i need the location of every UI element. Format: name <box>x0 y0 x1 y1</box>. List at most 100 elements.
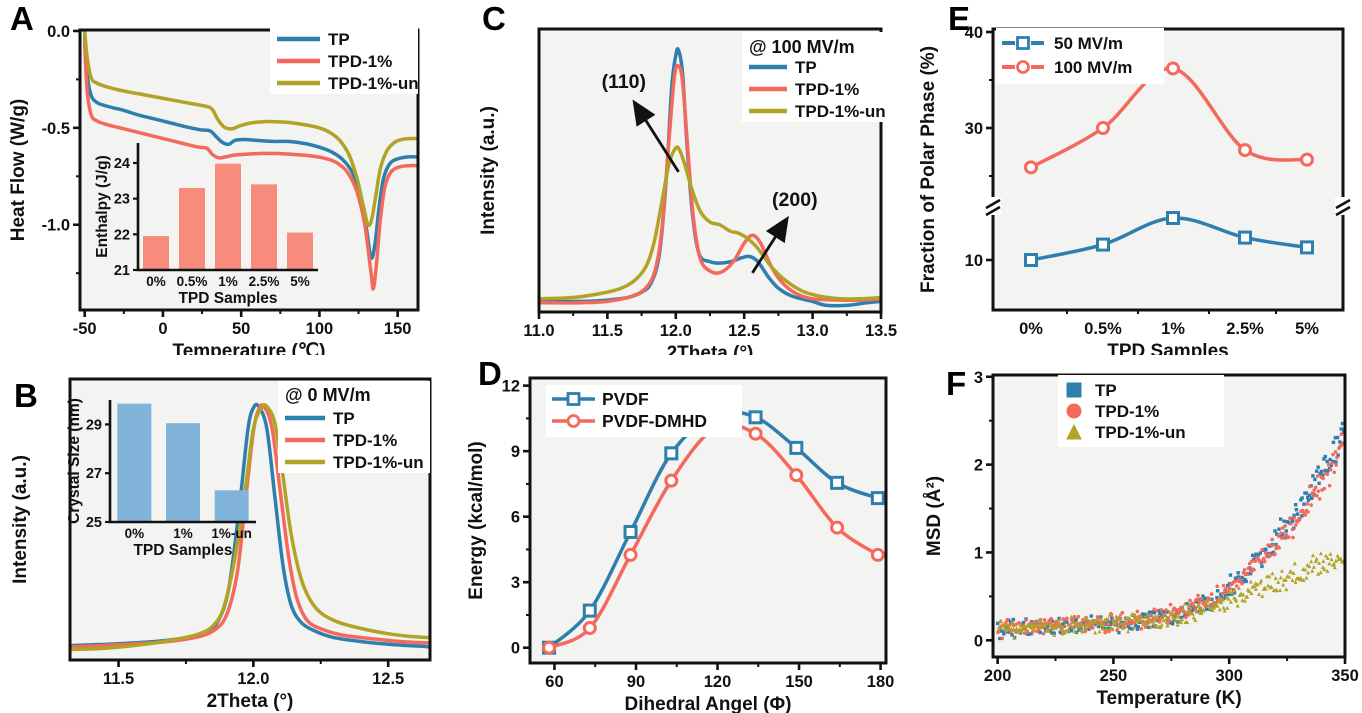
svg-text:2Theta (°): 2Theta (°) <box>667 343 754 355</box>
svg-text:12: 12 <box>502 378 520 396</box>
legend: @ 100 MV/mTP TPD-1% TPD-1%-un <box>742 32 888 122</box>
panel-d-chart: 60 90 120 150 180 0 3 6 9 12 Dihedral Angel (Φ) Ene… <box>466 376 895 713</box>
svg-text:(110): (110) <box>602 71 646 93</box>
svg-text:Heat Flow (W/g): Heat Flow (W/g) <box>8 99 29 241</box>
svg-text:11.5: 11.5 <box>103 670 134 688</box>
svg-text:1%-un: 1%-un <box>211 526 252 541</box>
svg-text:200: 200 <box>984 667 1012 685</box>
svg-text:40: 40 <box>965 24 983 42</box>
svg-text:Energy (kcal/mol): Energy (kcal/mol) <box>466 441 487 599</box>
panel-b: B 11.5 12.0 12.5 2Theta (°) Intensity (a.u.)… <box>0 355 454 713</box>
svg-text:100: 100 <box>306 320 334 338</box>
svg-text:60: 60 <box>545 673 563 691</box>
svg-text:3: 3 <box>974 369 983 387</box>
svg-text:23: 23 <box>114 192 130 208</box>
legend: TP TPD-1% TPD-1%-un <box>270 26 419 94</box>
svg-text:TPD-1%-un: TPD-1%-un <box>1095 423 1186 442</box>
svg-text:1%: 1% <box>173 526 193 541</box>
svg-text:11.0: 11.0 <box>523 322 554 340</box>
svg-text:0.5%: 0.5% <box>177 274 208 289</box>
panel-b-label: B <box>14 377 38 414</box>
svg-text:@ 0 MV/m: @ 0 MV/m <box>285 385 371 405</box>
svg-text:250: 250 <box>1100 667 1128 685</box>
svg-text:180: 180 <box>867 673 895 691</box>
svg-text:TPD Samples: TPD Samples <box>1107 341 1228 355</box>
svg-text:1: 1 <box>974 544 983 562</box>
svg-text:TPD-1%: TPD-1% <box>333 431 397 450</box>
svg-text:29: 29 <box>86 417 102 433</box>
svg-text:1%: 1% <box>1161 320 1185 338</box>
svg-text:Intensity (a.u.): Intensity (a.u.) <box>10 455 31 584</box>
panel-c-label: C <box>482 0 506 37</box>
panel-d-label: D <box>478 355 502 392</box>
svg-text:Enthalpy (J/g): Enthalpy (J/g) <box>94 155 111 257</box>
svg-text:Temperature (K): Temperature (K) <box>1096 688 1241 709</box>
panel-a-chart: -50 0 50 100 150 0.0 -0.5 -1.0 Temperature (℃) He… <box>8 23 420 355</box>
svg-text:5%: 5% <box>290 274 310 289</box>
panel-e-label: E <box>948 0 971 37</box>
svg-text:Crystal Size (nm): Crystal Size (nm) <box>66 398 83 524</box>
svg-text:TPD-1%: TPD-1% <box>328 52 392 71</box>
svg-text:2.5%: 2.5% <box>1226 320 1264 338</box>
svg-text:90: 90 <box>627 673 645 691</box>
svg-text:11.5: 11.5 <box>592 322 623 340</box>
svg-text:12.5: 12.5 <box>372 670 404 688</box>
series-group <box>82 30 419 291</box>
panel-c-chart: 11.0 11.5 12.0 12.5 13.0 13.5 2Theta (°) Intens… <box>478 27 897 355</box>
series-group <box>1024 61 1314 267</box>
svg-text:13.5: 13.5 <box>865 322 897 340</box>
panel-a-label: A <box>10 0 34 37</box>
panel-e: E 0% 0.5% 1% 2.5% 5% 10 30 40 TPD Samples Fractio… <box>910 0 1362 355</box>
svg-text:6: 6 <box>511 509 520 527</box>
svg-text:TPD-1%-un: TPD-1%-un <box>328 74 419 93</box>
panel-e-chart: 0% 0.5% 1% 2.5% 5% 10 30 40 TPD Samples Fraction … <box>918 24 1351 355</box>
svg-text:0: 0 <box>158 320 167 338</box>
svg-text:0.0: 0.0 <box>47 23 70 41</box>
svg-text:TP: TP <box>328 30 350 49</box>
svg-text:0%: 0% <box>1019 320 1043 338</box>
svg-text:10: 10 <box>965 252 983 270</box>
svg-text:0.5%: 0.5% <box>1084 320 1122 338</box>
svg-text:350: 350 <box>1331 667 1359 685</box>
svg-text:TPD Samples: TPD Samples <box>133 542 232 559</box>
svg-text:0: 0 <box>511 640 520 658</box>
svg-text:TP: TP <box>333 409 355 428</box>
svg-text:21: 21 <box>114 263 130 279</box>
svg-text:-0.5: -0.5 <box>42 120 70 138</box>
svg-text:1%: 1% <box>218 274 238 289</box>
svg-text:Fraction of Polar Phase (%): Fraction of Polar Phase (%) <box>918 46 939 293</box>
series-group <box>69 402 431 652</box>
svg-text:Temperature (℃): Temperature (℃) <box>173 341 326 355</box>
svg-text:22: 22 <box>114 227 130 243</box>
panel-c: C 11.0 11.5 12.0 12.5 13.0 13.5 2Theta (°) Inte… <box>454 0 910 355</box>
svg-text:TPD-1%-un: TPD-1%-un <box>795 102 886 121</box>
svg-text:9: 9 <box>511 443 520 461</box>
svg-text:2Theta (°): 2Theta (°) <box>207 691 294 712</box>
inset-chart: 21 22 23 24 0% 0.5% 1% 2.5% 5% TPD Samples Enthalp… <box>94 143 318 307</box>
svg-text:13.0: 13.0 <box>797 322 829 340</box>
svg-text:MSD (Å²): MSD (Å²) <box>924 476 945 556</box>
svg-text:50: 50 <box>232 320 250 338</box>
legend: 50 MV/m 100 MV/m <box>996 28 1164 84</box>
panel-f-label: F <box>946 365 967 402</box>
svg-text:TPD-1%-un: TPD-1%-un <box>333 453 424 472</box>
svg-text:-50: -50 <box>73 320 97 338</box>
svg-text:2.5%: 2.5% <box>249 274 280 289</box>
svg-text:3: 3 <box>511 574 520 592</box>
svg-text:0: 0 <box>974 632 983 650</box>
svg-text:5%: 5% <box>1295 320 1319 338</box>
panel-d: D 60 90 120 150 180 0 3 6 9 12 Dihedral Angel (Φ) E… <box>454 355 910 713</box>
svg-text:12.5: 12.5 <box>728 322 760 340</box>
svg-text:25: 25 <box>86 515 102 531</box>
svg-text:12.0: 12.0 <box>237 670 269 688</box>
svg-text:TP: TP <box>1095 381 1117 400</box>
panel-b-chart: 11.5 12.0 12.5 2Theta (°) Intensity (a.u.) @ … <box>10 377 432 712</box>
panel-f-chart: 200 250 300 350 0 1 2 3 Temperature (K) MSD (Å²) T… <box>924 369 1359 709</box>
svg-text:300: 300 <box>1215 667 1243 685</box>
legend: @ 0 MV/m TP TPD-1% TPD-1%-un <box>278 381 430 473</box>
svg-text:120: 120 <box>704 673 732 691</box>
series-group <box>538 47 882 308</box>
